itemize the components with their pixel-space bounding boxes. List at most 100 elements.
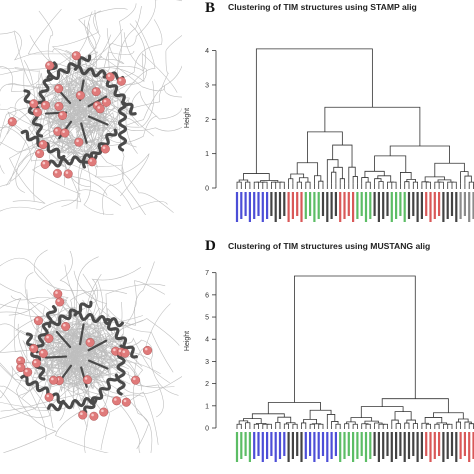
leaf-label-mark [270, 192, 273, 216]
dendrogram-branch [271, 181, 277, 184]
dendrogram-branch [352, 423, 358, 426]
dendrogram-branch [275, 421, 281, 426]
leaf-label-mark [390, 192, 393, 222]
leaf-label-mark [403, 192, 406, 222]
dendrogram-branch [364, 170, 385, 178]
y-tick-label: 5 [205, 315, 209, 322]
residue-sphere [82, 375, 92, 385]
dendrogram-branch [245, 422, 251, 426]
dendrogram-branch [352, 176, 358, 184]
leaf-label-mark [287, 432, 290, 462]
leaf-label-mark [283, 192, 286, 216]
residue-sphere [16, 363, 26, 373]
leaf-label-mark [425, 432, 428, 456]
backbone-trace [47, 250, 83, 388]
leaf-label-mark [416, 432, 419, 462]
protein-structure-overlay-image [0, 249, 182, 453]
dendrogram-branch [296, 181, 302, 184]
leaf-label-mark [244, 432, 247, 456]
dendrogram-branch [301, 422, 307, 426]
residue-sphere [52, 168, 62, 178]
leaf-label-mark [382, 192, 385, 219]
dendrogram-branch [425, 423, 431, 426]
leaf-label-mark [407, 192, 411, 219]
dendrogram-branch [434, 181, 442, 184]
helix-ribbon [47, 300, 93, 328]
leaf-label-mark [321, 432, 325, 456]
residue-sphere [116, 76, 126, 86]
leaf-label-mark [309, 432, 312, 456]
leaf-label-mark [304, 432, 307, 459]
backbone-trace [68, 10, 102, 148]
backbone-trace [0, 72, 44, 121]
leaf-label-mark [309, 192, 312, 216]
dendrogram-branch [324, 106, 421, 147]
backbone-trace [65, 270, 108, 389]
strand-ribbon [80, 122, 88, 144]
leaf-label-mark [450, 432, 454, 456]
dendrogram-branch [314, 175, 322, 184]
residue-sphere [54, 101, 64, 111]
leaf-label-mark [433, 192, 436, 219]
dendrogram-branch [406, 419, 416, 424]
y-tick-label: 2 [205, 117, 209, 124]
dendrogram-branch [434, 162, 465, 177]
dendrogram-branch [303, 418, 317, 424]
helix-ribbon [83, 373, 119, 414]
dendrogram-branch [421, 181, 429, 184]
residue-sphere [87, 157, 97, 167]
leaf-label-mark [352, 192, 355, 222]
helix-ribbon [73, 65, 125, 82]
dendrogram-branch [296, 162, 319, 176]
residue-sphere [143, 345, 153, 355]
residue-sphere [7, 117, 17, 127]
leaf-label-mark [395, 432, 398, 459]
leaf-label-mark [412, 192, 415, 216]
strand-ribbon [87, 339, 108, 352]
leaf-label-mark [369, 192, 372, 219]
dendrogram-branch [404, 181, 410, 184]
residue-sphere [49, 375, 59, 385]
backbone-trace [73, 303, 171, 384]
dendrogram-branch [437, 179, 452, 183]
leaf-label-mark [300, 192, 303, 222]
backbone-trace [9, 76, 104, 154]
dendrogram-d: 0 1 2 3 4 5 6 7 Height [184, 270, 474, 462]
leaf-label-mark [304, 192, 307, 219]
dendrogram-branch [361, 177, 369, 184]
leaf-label-mark [407, 432, 411, 459]
dendrogram-branch [425, 181, 431, 184]
dendrogram-branch [326, 414, 336, 426]
leaf-label-mark [257, 432, 260, 456]
y-tick-label: 4 [205, 337, 209, 344]
backbone-trace [0, 320, 80, 376]
strand-ribbon [55, 330, 72, 349]
helix-ribbon [102, 74, 137, 116]
leaf-label-mark [347, 192, 350, 216]
leaf-label-mark [438, 432, 441, 456]
leaf-label-mark [373, 432, 376, 456]
panel-title-b: Clustering of TIM structures using STAMP… [228, 2, 417, 12]
backbone-trace [3, 340, 64, 453]
dendrogram-branch [464, 175, 472, 184]
residue-sphere [16, 356, 26, 366]
leaf-label-mark [459, 432, 462, 459]
backbone-trace [47, 6, 142, 107]
leaf-label-mark [468, 192, 471, 222]
dendrogram-branch [277, 416, 292, 423]
y-tick-label: 0 [205, 426, 209, 433]
dendrogram-branch [243, 418, 262, 424]
leaf-label-mark [330, 432, 333, 459]
dendrogram-branch [433, 412, 464, 420]
y-tick-label: 7 [205, 270, 209, 277]
leaf-label-mark [240, 432, 243, 459]
residue-sphere [60, 128, 70, 138]
leaf-label-mark [270, 432, 273, 456]
leaf-label-mark [468, 432, 471, 462]
residue-sphere [105, 72, 115, 82]
strand-ribbon [44, 355, 68, 359]
residue-sphere [55, 297, 65, 307]
dendrogram-branch [387, 181, 394, 184]
dendrogram-branch [394, 411, 412, 421]
leaf-label-mark [326, 192, 329, 222]
